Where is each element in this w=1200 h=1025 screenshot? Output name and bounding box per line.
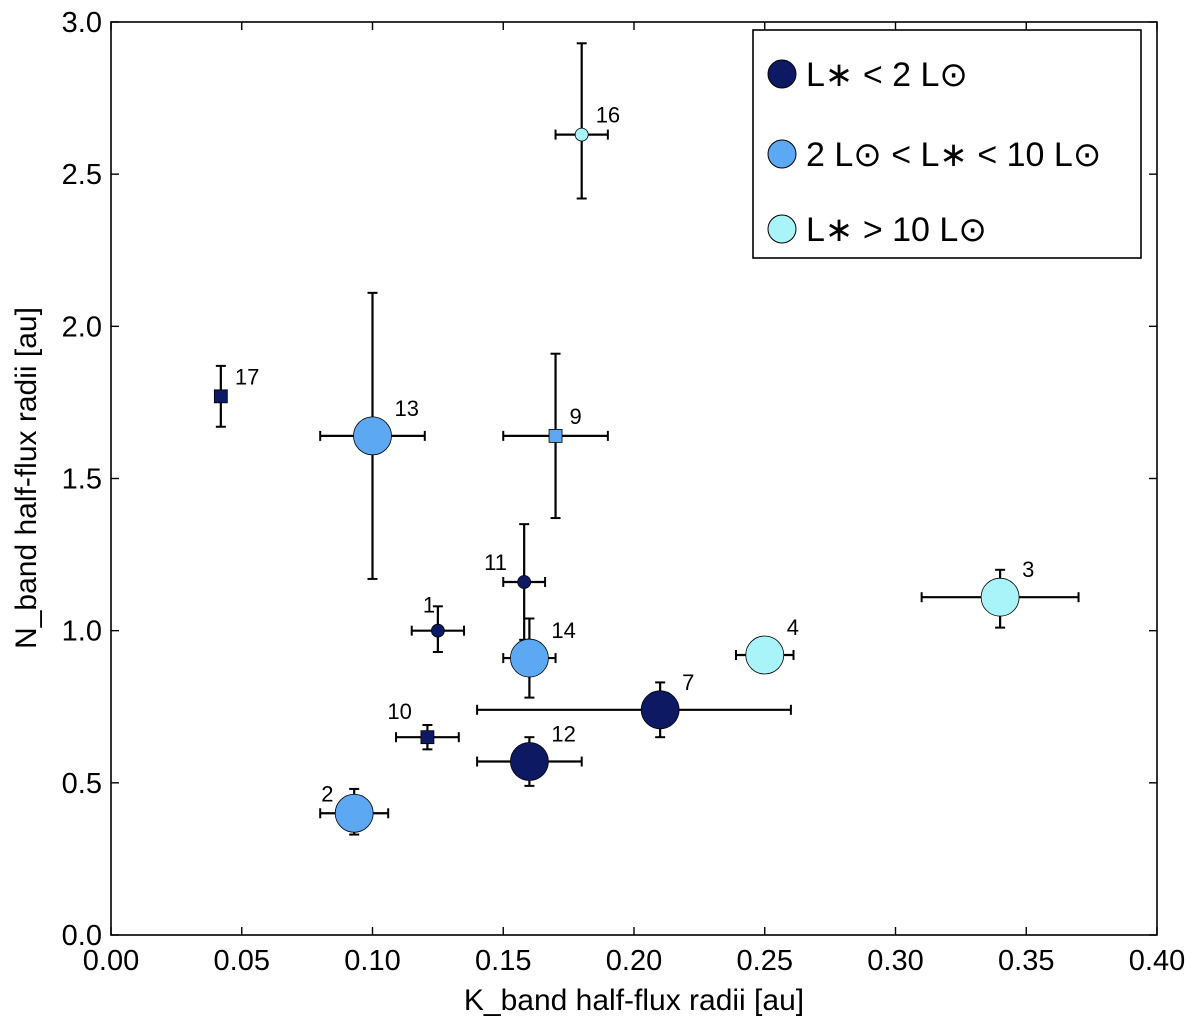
y-tick-label: 0.5 xyxy=(62,768,102,800)
legend-label-mid: 2 L⊙ < L∗ < 10 L⊙ xyxy=(806,136,1101,174)
point-13 xyxy=(353,416,392,456)
legend-label-high: L∗ > 10 L⊙ xyxy=(806,211,987,249)
y-tick-label: 3.0 xyxy=(62,7,102,39)
y-axis-title: N_band half-flux radii [au] xyxy=(10,307,43,649)
y-tick-label: 1.0 xyxy=(62,616,102,648)
x-tick-label: 0.15 xyxy=(475,945,531,977)
x-tick-label: 0.35 xyxy=(998,945,1054,977)
x-tick-label: 0.05 xyxy=(214,945,270,977)
x-tick-label: 0.25 xyxy=(737,945,793,977)
point-2 xyxy=(334,793,374,833)
point-label-13: 13 xyxy=(395,396,419,421)
point-1 xyxy=(430,623,445,638)
point-14 xyxy=(510,638,549,678)
point-label-2: 2 xyxy=(321,781,333,806)
point-label-14: 14 xyxy=(551,618,575,643)
x-axis: 0.00 0.05 0.10 0.15 0.20 0.25 0.30 0.35 0.40 xyxy=(83,22,1185,977)
point-11 xyxy=(517,575,532,589)
point-label-10: 10 xyxy=(387,699,411,724)
point-label-9: 9 xyxy=(570,404,582,429)
point-4 xyxy=(745,635,785,675)
point-7 xyxy=(640,690,680,730)
legend-marker-mid xyxy=(767,139,797,169)
x-tick-label: 0.10 xyxy=(344,945,400,977)
legend: L∗ < 2 L⊙ 2 L⊙ < L∗ < 10 L⊙ L∗ > 10 L⊙ xyxy=(752,29,1142,259)
point-16 xyxy=(574,127,589,142)
legend-marker-high xyxy=(767,214,797,244)
point-12 xyxy=(510,742,549,781)
point-label-11: 11 xyxy=(484,550,507,575)
point-label-12: 12 xyxy=(551,722,575,747)
x-tick-label: 0.20 xyxy=(606,945,662,977)
legend-marker-low xyxy=(767,59,797,89)
point-label-3: 3 xyxy=(1022,557,1034,582)
legend-label-low: L∗ < 2 L⊙ xyxy=(806,56,968,94)
x-tick-label: 0.30 xyxy=(867,945,923,977)
x-tick-label: 0.00 xyxy=(83,945,139,977)
x-tick-label: 0.40 xyxy=(1129,945,1185,977)
point-label-16: 16 xyxy=(596,103,620,128)
y-tick-label: 1.5 xyxy=(62,464,102,496)
y-tick-label: 2.5 xyxy=(62,159,102,191)
legend-box xyxy=(752,29,1142,259)
y-axis: 0.0 0.5 1.0 1.5 2.0 2.5 3.0 xyxy=(62,7,1157,952)
point-label-17: 17 xyxy=(235,364,259,389)
y-tick-label: 2.0 xyxy=(62,311,102,343)
point-10 xyxy=(420,730,435,745)
point-3 xyxy=(980,577,1020,617)
x-axis-title: K_band half-flux radii [au] xyxy=(464,984,804,1017)
y-tick-label: 0.0 xyxy=(62,920,102,952)
point-label-4: 4 xyxy=(787,615,799,640)
markers xyxy=(213,127,1020,833)
point-9 xyxy=(548,428,563,443)
point-label-7: 7 xyxy=(682,670,694,695)
point-label-1: 1 xyxy=(423,593,435,618)
point-17 xyxy=(213,389,228,404)
